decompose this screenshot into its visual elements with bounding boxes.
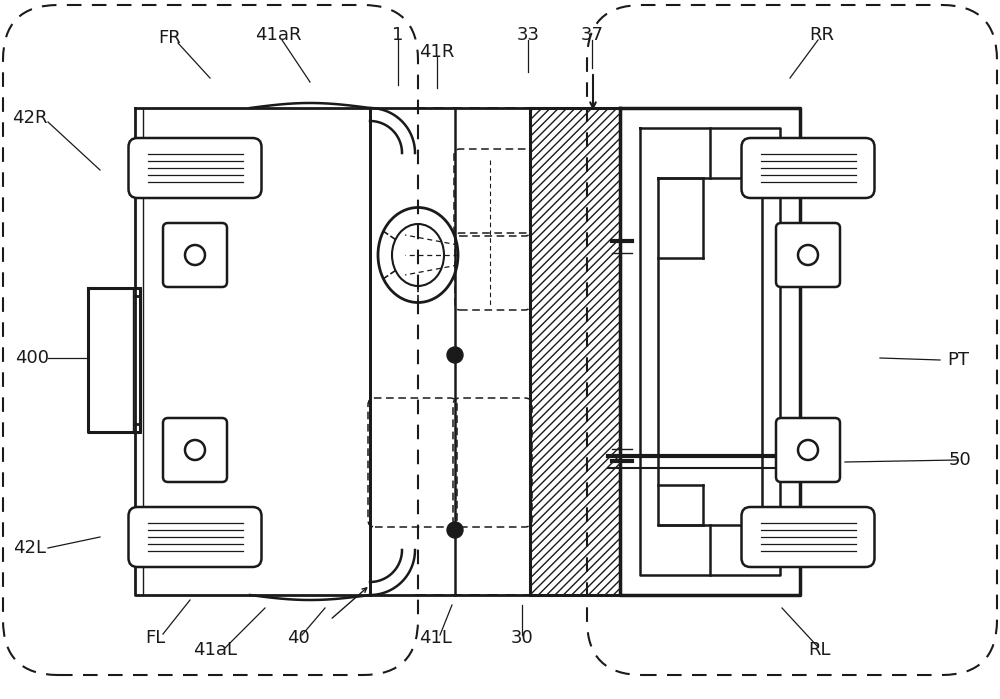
Circle shape <box>447 522 463 538</box>
Bar <box>530 108 620 595</box>
FancyBboxPatch shape <box>742 138 874 198</box>
Text: 30: 30 <box>511 629 533 647</box>
Text: 50: 50 <box>949 451 971 469</box>
Text: 1: 1 <box>392 26 404 44</box>
Text: 40: 40 <box>287 629 309 647</box>
Text: 42L: 42L <box>14 539 46 557</box>
FancyBboxPatch shape <box>128 138 262 198</box>
Text: RR: RR <box>810 26 834 44</box>
Text: 33: 33 <box>516 26 540 44</box>
Text: FL: FL <box>145 629 165 647</box>
Text: 41R: 41R <box>419 43 455 61</box>
Circle shape <box>447 347 463 363</box>
Text: 400: 400 <box>15 349 49 367</box>
Text: 41aL: 41aL <box>193 641 237 659</box>
FancyBboxPatch shape <box>163 223 227 287</box>
Text: RL: RL <box>809 641 831 659</box>
FancyBboxPatch shape <box>776 223 840 287</box>
FancyBboxPatch shape <box>128 507 262 567</box>
Text: FR: FR <box>159 29 181 47</box>
Text: 42R: 42R <box>12 109 48 127</box>
Text: PT: PT <box>947 351 969 369</box>
Text: 41aR: 41aR <box>255 26 301 44</box>
Text: 37: 37 <box>580 26 604 44</box>
FancyBboxPatch shape <box>742 507 874 567</box>
Text: 41L: 41L <box>419 629 451 647</box>
FancyBboxPatch shape <box>163 418 227 482</box>
FancyBboxPatch shape <box>776 418 840 482</box>
